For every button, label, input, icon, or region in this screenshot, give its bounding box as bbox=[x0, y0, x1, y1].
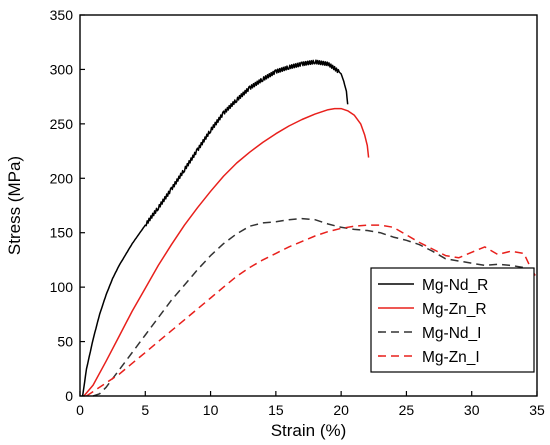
x-tick-label: 0 bbox=[76, 402, 84, 418]
legend-label: Mg-Zn_I bbox=[422, 349, 480, 366]
series-line-mg-nd-r bbox=[81, 59, 349, 397]
series-layer bbox=[81, 59, 538, 397]
y-tick-label: 250 bbox=[50, 116, 74, 132]
series-line-mg-zn-i bbox=[86, 224, 538, 397]
y-tick-label: 100 bbox=[50, 279, 74, 295]
x-axis-title: Strain (%) bbox=[271, 421, 347, 440]
series-line-mg-nd-i bbox=[92, 217, 538, 397]
y-tick-label: 350 bbox=[50, 7, 74, 23]
legend-label: Mg-Nd_I bbox=[422, 325, 481, 342]
x-tick-label: 20 bbox=[333, 402, 349, 418]
series-line-mg-zn-r bbox=[83, 107, 370, 397]
x-tick-label: 5 bbox=[141, 402, 149, 418]
legend-box bbox=[370, 267, 535, 373]
y-tick-label: 50 bbox=[57, 334, 73, 350]
legend: Mg-Nd_R Mg-Zn_R Mg-Nd_I Mg-Zn_I bbox=[370, 267, 535, 373]
x-tick-label: 30 bbox=[464, 402, 480, 418]
plot-frame bbox=[79, 14, 538, 397]
y-tick-label: 0 bbox=[65, 388, 73, 404]
x-tick-label: 25 bbox=[399, 402, 415, 418]
y-tick-label: 200 bbox=[50, 170, 74, 186]
y-tick-label: 150 bbox=[50, 225, 74, 241]
x-tick-label: 10 bbox=[203, 402, 219, 418]
x-tick-label: 35 bbox=[529, 402, 545, 418]
y-axis-title: Stress (MPa) bbox=[5, 156, 24, 255]
legend-label: Mg-Zn_R bbox=[422, 301, 487, 318]
y-tick-label: 300 bbox=[50, 61, 74, 77]
legend-label: Mg-Nd_R bbox=[422, 277, 488, 294]
legend-items: Mg-Nd_R Mg-Zn_R Mg-Nd_I Mg-Zn_I bbox=[378, 277, 488, 366]
x-tick-label: 15 bbox=[268, 402, 284, 418]
